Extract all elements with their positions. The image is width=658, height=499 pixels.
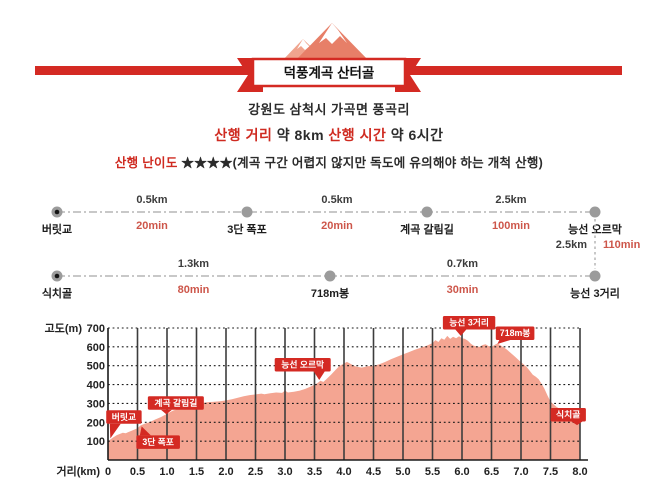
segment-distance: 2.5km <box>495 194 526 206</box>
route-node-terminal-core <box>54 209 60 215</box>
y-tick-label: 300 <box>87 398 105 410</box>
trail-location: 강원도 삼척시 가곡면 풍곡리 <box>248 102 410 117</box>
callout-pointer <box>109 423 121 439</box>
connector-time: 110min <box>603 239 641 251</box>
route-node-label: 계곡 갈림길 <box>400 222 454 236</box>
x-tick-label: 1.0 <box>159 466 174 478</box>
callout-box <box>274 358 331 372</box>
segment-time: 20min <box>136 220 168 232</box>
x-tick-label: 2.0 <box>218 466 233 478</box>
difficulty-label: 산행 난이도 <box>114 156 178 170</box>
callout-label: 능선 오르막 <box>281 359 324 370</box>
y-tick-label: 500 <box>87 361 105 373</box>
callout-pointer <box>139 426 151 436</box>
x-tick-label: 8.0 <box>572 466 587 478</box>
callout-label: 3단 폭포 <box>142 436 174 447</box>
x-tick-label: 2.5 <box>248 466 263 478</box>
route-node-terminal-core <box>54 273 60 279</box>
segment-time: 30min <box>447 284 479 296</box>
x-tick-label: 7.5 <box>543 466 558 478</box>
x-tick-label: 0 <box>105 466 111 478</box>
chart-callout: 능선 오르막 <box>274 358 331 381</box>
x-tick-label: 6.0 <box>454 466 469 478</box>
y-tick-label: 100 <box>87 436 105 448</box>
y-axis-title: 고도(m) <box>45 322 83 335</box>
route-node-dot <box>589 270 601 282</box>
x-tick-label: 1.5 <box>189 466 204 478</box>
route-node-dot <box>241 206 253 218</box>
segment-distance: 1.3km <box>178 258 209 270</box>
callout-box <box>495 326 535 341</box>
x-tick-label: 3.5 <box>307 466 322 478</box>
route-node-label: 3단 폭포 <box>227 222 267 236</box>
callout-pointer <box>313 371 325 381</box>
x-tick-label: 3.0 <box>277 466 292 478</box>
x-tick-label: 5.0 <box>395 466 410 478</box>
route-node-label: 버릿교 <box>42 222 72 236</box>
x-tick-label: 0.5 <box>130 466 145 478</box>
callout-box <box>442 315 496 330</box>
ribbon-title-box <box>251 57 407 88</box>
trail-difficulty: 산행 난이도 ★★★★(계곡 구간 어렵지 않지만 독도에 유의해야 하는 개척… <box>0 152 658 171</box>
y-tick-label: 600 <box>87 342 105 354</box>
trail-info: 강원도 삼척시 가곡면 풍곡리 산행 거리 약 8km 산행 시간 약 6시간 … <box>0 99 658 171</box>
route-node-dot <box>324 270 336 282</box>
callout-box <box>136 435 180 449</box>
route-node-label: 능선 오르막 <box>568 222 622 236</box>
segment-distance: 0.5km <box>136 194 167 206</box>
page-title: 덕풍계곡 산터골 <box>284 65 375 81</box>
y-tick-label: 400 <box>87 380 105 392</box>
y-tick-label: 200 <box>87 417 105 429</box>
segment-distance: 0.7km <box>447 258 478 270</box>
callout-box <box>147 396 204 410</box>
difficulty-stars: ★★★★ <box>181 156 233 170</box>
x-tick-label: 6.5 <box>484 466 499 478</box>
difficulty-note: (계곡 구간 어렵지 않지만 독도에 유의해야 하는 개척 산행) <box>232 156 544 170</box>
distance-value: 약 8km <box>276 127 325 143</box>
chart-callout: 계곡 갈림길 <box>147 396 204 415</box>
callout-box <box>106 410 142 424</box>
route-node-dot <box>589 206 601 218</box>
chart-callout: 버릿교 <box>106 410 142 439</box>
trail-stats: 산행 거리 약 8km 산행 시간 약 6시간 <box>0 125 658 145</box>
time-label: 산행 시간 <box>328 127 387 143</box>
y-tick-label: 700 <box>87 323 105 335</box>
chart-callout: 식치골 <box>550 407 586 426</box>
callout-pointer <box>455 329 467 336</box>
callout-pointer <box>160 409 172 415</box>
x-tick-label: 4.5 <box>366 466 381 478</box>
chart-callout: 능선 3거리 <box>442 315 496 336</box>
ribbon: 덕풍계곡 산터골 <box>35 57 622 92</box>
x-axis-title: 거리(km) <box>57 464 101 478</box>
callout-pointer <box>571 421 583 426</box>
route-node-label: 식치골 <box>42 286 72 299</box>
callout-pointer <box>497 340 511 345</box>
callout-box <box>550 407 586 422</box>
callout-label: 718m봉 <box>500 328 531 338</box>
route-node-dot <box>421 206 433 218</box>
segment-distance: 0.5km <box>321 194 352 206</box>
route-node-label: 능선 3거리 <box>570 286 620 299</box>
route-diagram-svg: 0.5km 20min 0.5km 20min 2.5km 100min 버릿교 3단 폭포 계… <box>42 194 641 299</box>
connector-distance: 2.5km <box>556 239 587 251</box>
chart-callout: 718m봉 <box>495 326 535 345</box>
segment-time: 20min <box>321 220 353 232</box>
callout-label: 버릿교 <box>112 411 136 422</box>
callout-label: 식치골 <box>556 409 580 420</box>
route-node-label: 718m봉 <box>311 287 349 299</box>
time-value: 약 6시간 <box>390 127 444 143</box>
x-tick-label: 4.0 <box>336 466 351 478</box>
segment-time: 80min <box>178 284 210 296</box>
callout-label: 계곡 갈림길 <box>154 397 197 408</box>
x-tick-label: 7.0 <box>513 466 528 478</box>
distance-label: 산행 거리 <box>214 127 273 143</box>
chart-callout: 3단 폭포 <box>136 426 180 449</box>
x-tick-label: 5.5 <box>425 466 440 478</box>
elevation-chart-svg: 700 600 500 400 300 200 100 고도(m) 0 0.5 1.0 1.5 2.0 2… <box>45 315 588 478</box>
segment-time: 100min <box>492 220 530 232</box>
header-banner: 덕풍계곡 산터골 <box>35 23 622 92</box>
callout-label: 능선 3거리 <box>449 317 489 328</box>
